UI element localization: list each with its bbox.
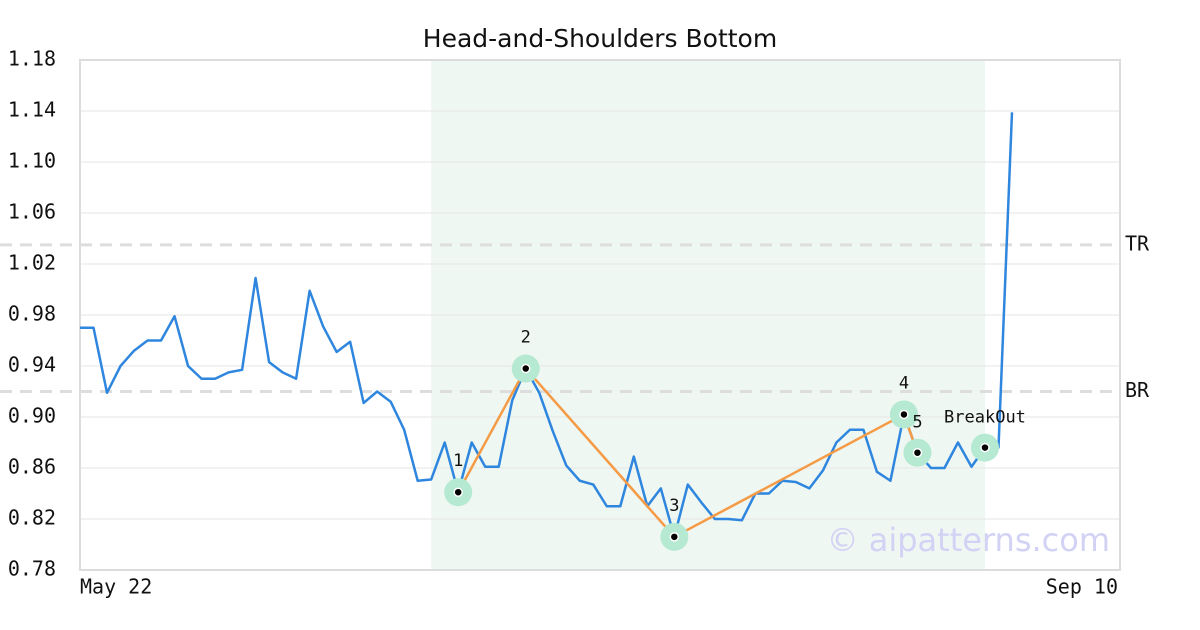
x-tick-label: May 22 xyxy=(80,575,152,599)
pattern-label: 1 xyxy=(453,451,463,471)
y-tick-label: 0.90 xyxy=(8,404,56,428)
pattern-label: 2 xyxy=(521,328,531,348)
pattern-point xyxy=(912,447,923,458)
price-line xyxy=(80,112,1014,539)
pattern-label: 3 xyxy=(669,496,679,516)
y-tick-label: 0.82 xyxy=(8,506,56,530)
y-tick-label: 0.94 xyxy=(8,353,56,377)
y-tick-label: 1.02 xyxy=(8,251,56,275)
pattern-point xyxy=(669,532,680,542)
y-tick-label: 1.18 xyxy=(8,47,56,71)
y-tick-label: 1.14 xyxy=(8,98,56,122)
y-tick-label: 1.10 xyxy=(8,149,56,173)
pattern-label: 5 xyxy=(912,413,922,433)
y-tick-label: 0.78 xyxy=(8,557,56,581)
y-tick-label: 0.98 xyxy=(8,302,56,326)
pattern-point xyxy=(899,409,909,420)
pattern-label: 4 xyxy=(899,373,909,393)
pattern-point xyxy=(453,487,463,497)
pattern-point xyxy=(980,442,990,453)
y-tick-label: 1.06 xyxy=(8,200,56,224)
level-label: TR xyxy=(1125,231,1150,255)
pattern-label: BreakOut xyxy=(944,408,1026,428)
watermark: © aipatterns.com xyxy=(827,521,1110,559)
x-tick-label: Sep 10 xyxy=(1046,575,1118,599)
plot-frame xyxy=(79,59,1121,571)
y-tick-label: 0.86 xyxy=(8,455,56,479)
chart-title: Head-and-Shoulders Bottom xyxy=(423,24,777,53)
pattern-point xyxy=(520,363,531,374)
level-label: BR xyxy=(1125,378,1150,402)
